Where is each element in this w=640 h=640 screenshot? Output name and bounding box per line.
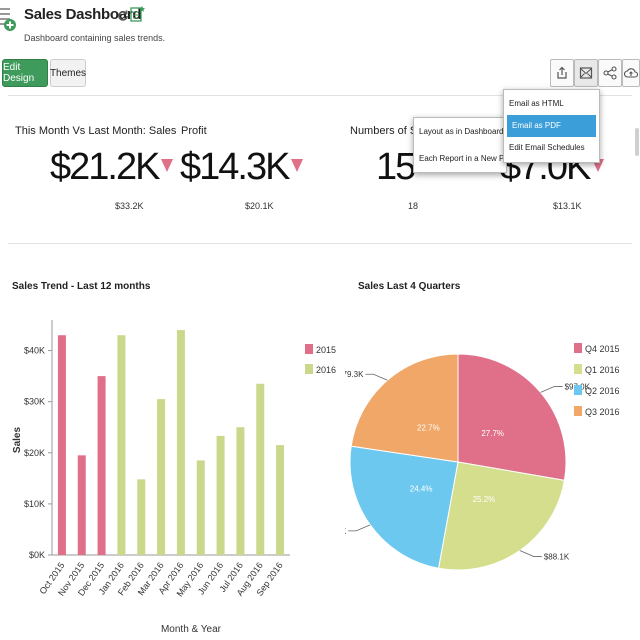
favorite-report-icon[interactable] — [130, 5, 146, 22]
kpi-divider — [8, 243, 632, 244]
kpi-previous-sales: $33.2K — [115, 201, 144, 211]
pie-percent-label: 25.2% — [473, 495, 496, 504]
email-as-html-item[interactable]: Email as HTML — [509, 99, 564, 108]
bar-2015-oct-2015 — [57, 335, 66, 555]
legend-label-q4-2015: Q4 2015 — [585, 344, 620, 354]
edit-design-button[interactable]: Edit Design — [2, 59, 48, 87]
legend-label-2016: 2016 — [316, 365, 336, 375]
bar-2016-may-2016 — [196, 460, 205, 555]
bar-2016-aug-2016 — [256, 383, 265, 555]
legend-swatch-q1-2016 — [574, 364, 582, 374]
y-tick-label: $40K — [24, 346, 45, 356]
sales-quarters-chart: 27.7%$97.0K25.2%$88.1K24.4%$85.6K22.7%$7… — [345, 343, 620, 571]
bar-2016-feb-2016 — [137, 479, 146, 555]
down-arrow-icon — [291, 159, 304, 172]
kpi-previous-sale-count: 18 — [408, 201, 419, 211]
kpi-previous-profit: $20.1K — [245, 201, 274, 211]
pie-leader-line — [348, 524, 371, 532]
layout-as-dashboard-item[interactable]: Layout as in Dashboard — [419, 127, 504, 136]
down-arrow-icon — [161, 159, 174, 172]
legend-label-2015: 2015 — [316, 345, 336, 355]
pie-value-label: $88.1K — [544, 553, 570, 562]
legend-label-q3-2016: Q3 2016 — [585, 407, 620, 417]
pie-leader-line — [540, 386, 563, 393]
pie-percent-label: 27.7% — [481, 429, 504, 438]
share-button[interactable] — [598, 59, 622, 87]
pie-slice-q2-2016 — [349, 445, 459, 569]
y-tick-label: $20K — [24, 448, 45, 458]
bar-2016-mar-2016 — [157, 399, 166, 555]
page-title: Sales Dashboard — [24, 6, 142, 23]
legend-label-q2-2016: Q2 2016 — [585, 386, 620, 396]
edit-email-schedules-item[interactable]: Edit Email Schedules — [509, 143, 585, 152]
export-icon — [557, 66, 567, 79]
each-report-new-page-item[interactable]: Each Report in a New Page — [419, 154, 518, 163]
bar-2015-nov-2015 — [77, 455, 86, 555]
legend-swatch-2016 — [305, 364, 313, 374]
pie-percent-label: 24.4% — [410, 484, 433, 493]
kpi-label-sale-count: Numbers of Sale — [350, 125, 432, 137]
toolbar-divider — [8, 95, 632, 96]
legend-swatch-2015 — [305, 344, 313, 354]
sales-trend-title: Sales Trend - Last 12 months — [12, 281, 151, 292]
legend-swatch-q4-2015 — [574, 343, 582, 353]
share-icon — [603, 66, 617, 80]
bar-2016-sep-2016 — [276, 445, 285, 555]
y-tick-label: $30K — [24, 397, 45, 407]
bar-2016-jul-2016 — [236, 427, 245, 555]
email-button[interactable] — [574, 59, 598, 87]
pie-slice-q4-2015 — [457, 353, 567, 481]
export-button[interactable] — [550, 59, 574, 87]
x-axis-title: Month & Year — [161, 624, 222, 635]
y-tick-label: $10K — [24, 499, 45, 509]
kpi-label-sales: This Month Vs Last Month: Sales — [15, 125, 177, 137]
vertical-scrollbar[interactable] — [635, 128, 639, 156]
cloud-upload-icon — [624, 68, 638, 78]
pie-value-label: $79.3K — [345, 370, 364, 379]
kpi-previous-fourth: $13.1K — [553, 201, 582, 211]
pie-value-label: $85.6K — [345, 527, 347, 536]
kpi-value-sale-count-text: 15 — [376, 146, 416, 188]
bar-2016-jun-2016 — [216, 435, 225, 555]
bar-2016-apr-2016 — [176, 330, 185, 555]
publish-button[interactable] — [622, 59, 640, 87]
pdf-layout-submenu: Layout as in Dashboard Each Report in a … — [413, 117, 518, 173]
kpi-value-sales-text: $21.2K — [50, 146, 160, 188]
kpi-value-sales: $21.2K — [50, 146, 174, 189]
email-icon — [579, 67, 593, 79]
pie-percent-label: 22.7% — [417, 424, 440, 433]
kpi-value-profit-text: $14.3K — [180, 146, 290, 188]
legend-swatch-q3-2016 — [574, 406, 582, 416]
y-tick-label: $0K — [29, 550, 45, 560]
legend-swatch-q2-2016 — [574, 385, 582, 395]
kpi-label-profit: Profit — [181, 125, 207, 137]
bar-2015-dec-2015 — [97, 376, 106, 555]
themes-button[interactable]: Themes — [50, 59, 86, 87]
kpi-value-profit: $14.3K — [180, 146, 304, 189]
pie-slice-q3-2016 — [350, 353, 459, 463]
refresh-icon[interactable] — [115, 8, 131, 24]
pie-slice-q1-2016 — [437, 461, 566, 571]
y-axis-title: Sales — [12, 426, 23, 453]
email-as-pdf-item[interactable]: Email as PDF — [507, 115, 596, 137]
email-menu: Email as HTML Email as PDF Edit Email Sc… — [503, 89, 600, 163]
pie-leader-line — [519, 550, 542, 557]
page-subtitle: Dashboard containing sales trends. — [24, 33, 166, 43]
pie-leader-line — [365, 373, 388, 381]
sales-quarters-title: Sales Last 4 Quarters — [358, 281, 461, 292]
dashboard-menu-icon[interactable] — [0, 4, 18, 34]
bar-2016-jan-2016 — [117, 335, 126, 555]
legend-label-q1-2016: Q1 2016 — [585, 365, 620, 375]
